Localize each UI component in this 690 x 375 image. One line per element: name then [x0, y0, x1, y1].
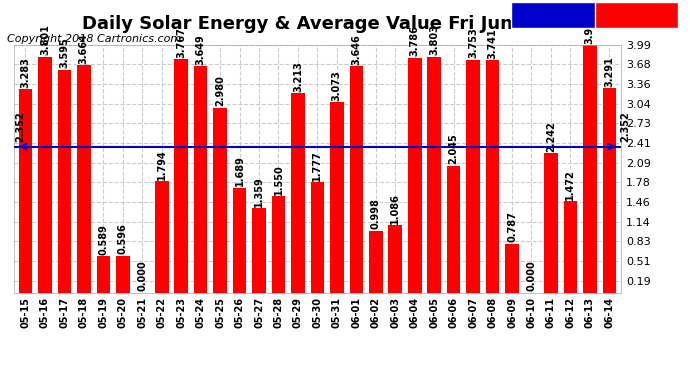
Bar: [330, 102, 344, 292]
Text: 0.000: 0.000: [137, 261, 147, 291]
Text: 1.794: 1.794: [157, 149, 167, 180]
Bar: [544, 153, 558, 292]
Text: Daily Solar Energy & Average Value Fri Jun 15 20:17: Daily Solar Energy & Average Value Fri J…: [82, 15, 608, 33]
Bar: [57, 69, 71, 292]
Text: 1.777: 1.777: [313, 150, 322, 181]
Bar: [38, 57, 52, 292]
Bar: [77, 65, 90, 292]
Bar: [350, 66, 363, 292]
Text: 3.803: 3.803: [429, 24, 439, 56]
Text: 1.550: 1.550: [273, 164, 284, 195]
Text: 3.767: 3.767: [176, 27, 186, 58]
Bar: [583, 45, 597, 292]
Bar: [408, 58, 422, 292]
Bar: [427, 57, 441, 292]
Text: 3.649: 3.649: [196, 34, 206, 65]
Bar: [194, 66, 208, 292]
Text: 0.589: 0.589: [98, 224, 108, 255]
Text: Copyright 2018 Cartronics.com: Copyright 2018 Cartronics.com: [7, 34, 181, 44]
Bar: [505, 244, 519, 292]
Bar: [97, 256, 110, 292]
Text: 3.595: 3.595: [59, 38, 70, 68]
Text: 3.646: 3.646: [351, 34, 362, 65]
Text: 2.242: 2.242: [546, 122, 556, 152]
Text: 0.998: 0.998: [371, 198, 381, 230]
Text: 1.689: 1.689: [235, 156, 244, 186]
Bar: [116, 255, 130, 292]
Bar: [564, 201, 578, 292]
Text: 0.000: 0.000: [526, 261, 537, 291]
Text: Daily  ($): Daily ($): [602, 10, 656, 20]
Text: 0.787: 0.787: [507, 211, 517, 243]
Text: 3.753: 3.753: [468, 28, 478, 58]
Bar: [486, 60, 500, 292]
Bar: [369, 231, 382, 292]
Text: 2.045: 2.045: [448, 134, 459, 164]
Text: 2.352: 2.352: [620, 111, 630, 142]
Bar: [213, 108, 227, 292]
Text: 3.801: 3.801: [40, 25, 50, 56]
Bar: [291, 93, 305, 292]
Text: 3.786: 3.786: [410, 26, 420, 56]
Bar: [233, 188, 246, 292]
Bar: [466, 60, 480, 292]
Text: 3.291: 3.291: [604, 56, 614, 87]
Bar: [155, 181, 168, 292]
Bar: [19, 89, 32, 292]
Text: 0.596: 0.596: [118, 224, 128, 254]
Text: 2.980: 2.980: [215, 75, 225, 106]
Text: 3.994: 3.994: [585, 13, 595, 44]
Text: 3.283: 3.283: [21, 57, 30, 88]
Text: 1.359: 1.359: [254, 176, 264, 207]
Text: 3.664: 3.664: [79, 33, 89, 64]
Text: 2.352: 2.352: [16, 111, 26, 142]
Text: Average  ($): Average ($): [518, 10, 591, 20]
Text: 3.073: 3.073: [332, 70, 342, 100]
Text: 1.086: 1.086: [391, 193, 400, 224]
Text: 3.741: 3.741: [488, 28, 497, 59]
Bar: [602, 88, 616, 292]
Bar: [253, 208, 266, 292]
Bar: [388, 225, 402, 292]
Bar: [447, 166, 460, 292]
Bar: [272, 196, 285, 292]
Bar: [175, 59, 188, 292]
Bar: [310, 182, 324, 292]
Text: 1.472: 1.472: [565, 169, 575, 200]
Text: 3.213: 3.213: [293, 61, 303, 92]
